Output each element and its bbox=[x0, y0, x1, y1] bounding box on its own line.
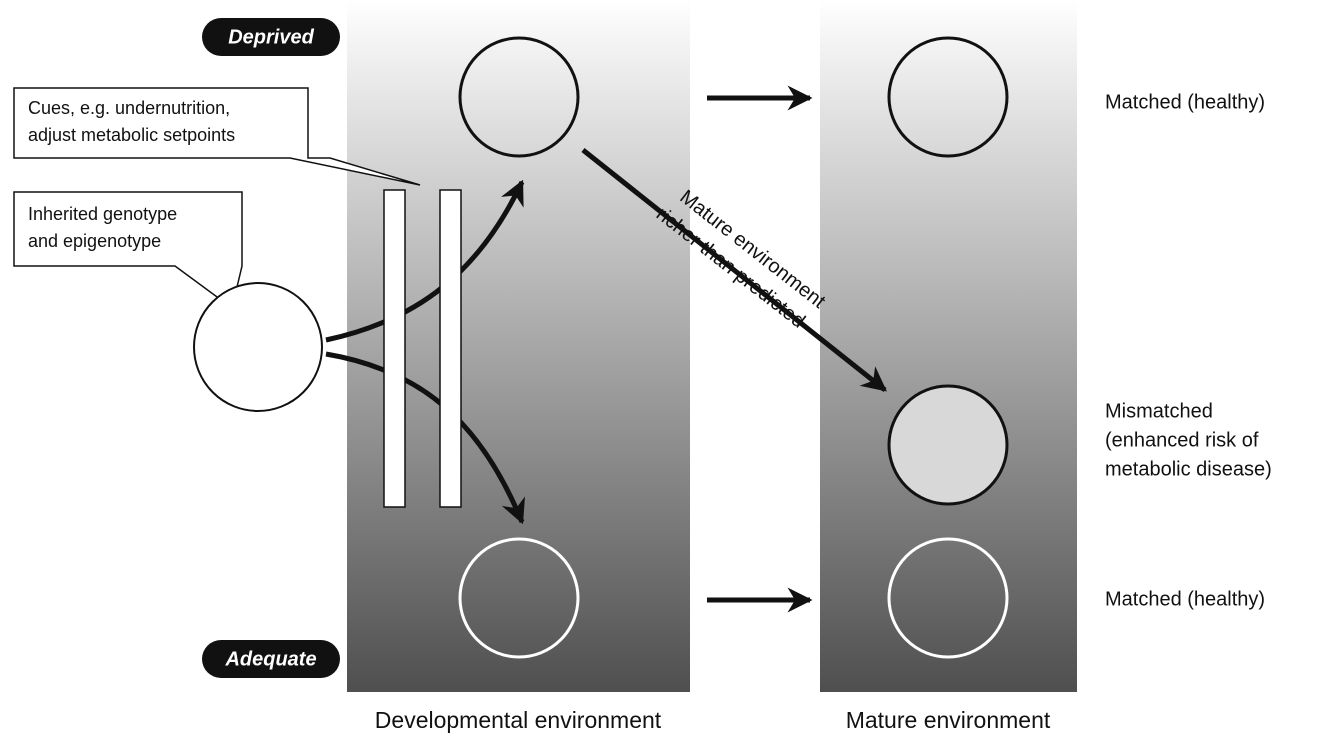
mature-panel bbox=[820, 0, 1077, 692]
barrier bbox=[383, 189, 406, 508]
start-circle bbox=[193, 282, 323, 412]
outcome-label: (enhanced risk of bbox=[1105, 429, 1259, 451]
outcome-circle bbox=[887, 537, 1009, 659]
panel-label: Mature environment bbox=[846, 707, 1051, 733]
arrow bbox=[581, 148, 887, 392]
outcome-circle bbox=[887, 36, 1009, 158]
adequate-label: Adequate bbox=[224, 648, 316, 670]
callout-text: adjust metabolic setpoints bbox=[28, 125, 235, 145]
barrier bbox=[439, 189, 462, 508]
deprived-pill bbox=[202, 18, 340, 56]
callout-text: and epigenotype bbox=[28, 231, 161, 251]
deprived-label: Deprived bbox=[228, 26, 314, 48]
outcome-label: Mismatched bbox=[1105, 400, 1213, 422]
outcome-circle bbox=[887, 384, 1009, 506]
phenotype-circle bbox=[458, 36, 580, 158]
adequate-pill bbox=[202, 640, 340, 678]
outcome-label: Matched (healthy) bbox=[1105, 91, 1265, 113]
phenotype-circle bbox=[458, 537, 580, 659]
outcome-label: Matched (healthy) bbox=[1105, 588, 1265, 610]
callout-text: Inherited genotype bbox=[28, 204, 177, 224]
outcome-label: metabolic disease) bbox=[1105, 458, 1272, 480]
callout-text: Cues, e.g. undernutrition, bbox=[28, 98, 230, 118]
panel-label: Developmental environment bbox=[375, 707, 662, 733]
callout-box bbox=[13, 87, 421, 186]
